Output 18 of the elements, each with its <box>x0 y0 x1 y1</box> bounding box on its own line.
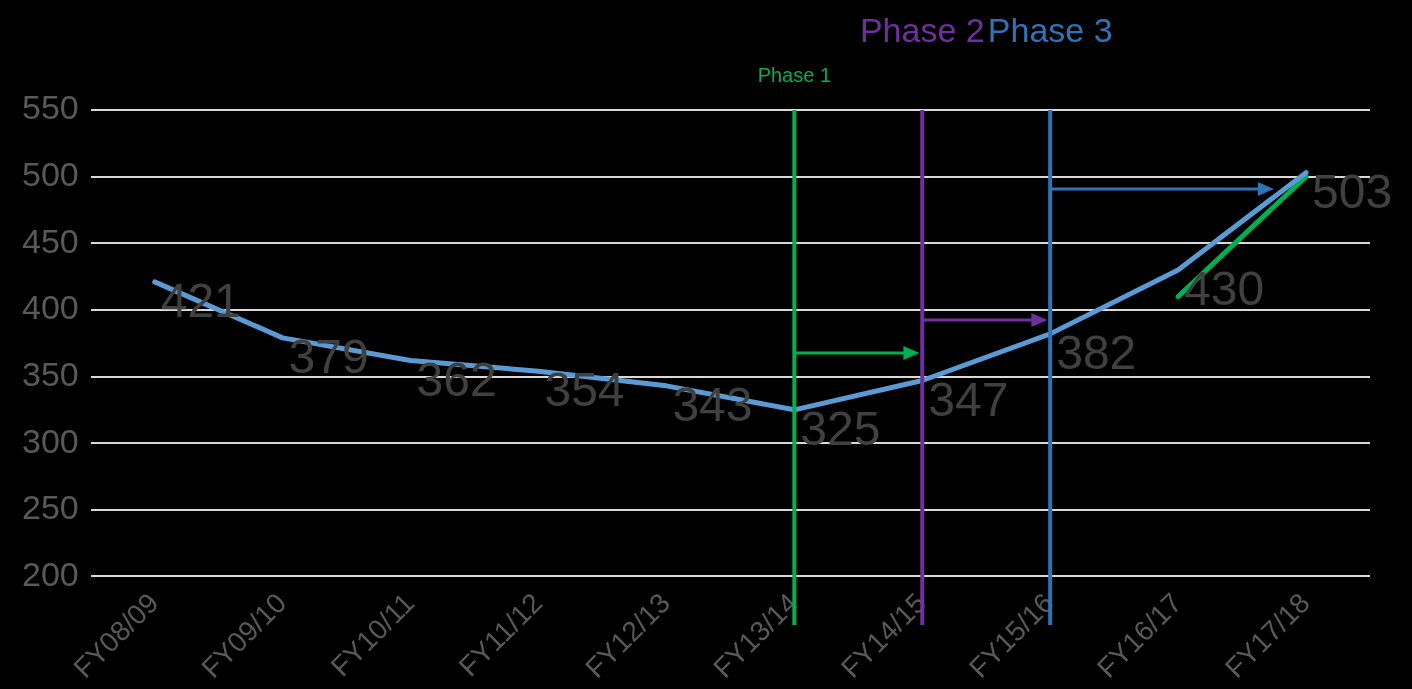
data-label: 354 <box>544 363 625 417</box>
y-tick-label: 300 <box>21 421 79 460</box>
data-label: 347 <box>928 372 1009 426</box>
data-label: 382 <box>1056 326 1137 380</box>
data-label: 379 <box>288 330 369 384</box>
ref-line-label: Phase 1 <box>757 64 832 86</box>
ref-line-label: Phase 3 <box>987 11 1113 49</box>
data-label: 430 <box>1184 262 1265 316</box>
data-label: 325 <box>800 402 881 456</box>
ref-line-label: Phase 2 <box>859 11 985 49</box>
y-tick-label: 550 <box>21 88 79 127</box>
y-tick-label: 350 <box>21 354 79 393</box>
y-tick-label: 250 <box>21 488 79 527</box>
y-tick-label: 500 <box>21 155 79 193</box>
y-tick-label: 450 <box>21 221 79 260</box>
data-label: 503 <box>1312 164 1393 218</box>
y-tick-label: 200 <box>21 554 79 593</box>
y-tick-label: 400 <box>21 288 79 327</box>
